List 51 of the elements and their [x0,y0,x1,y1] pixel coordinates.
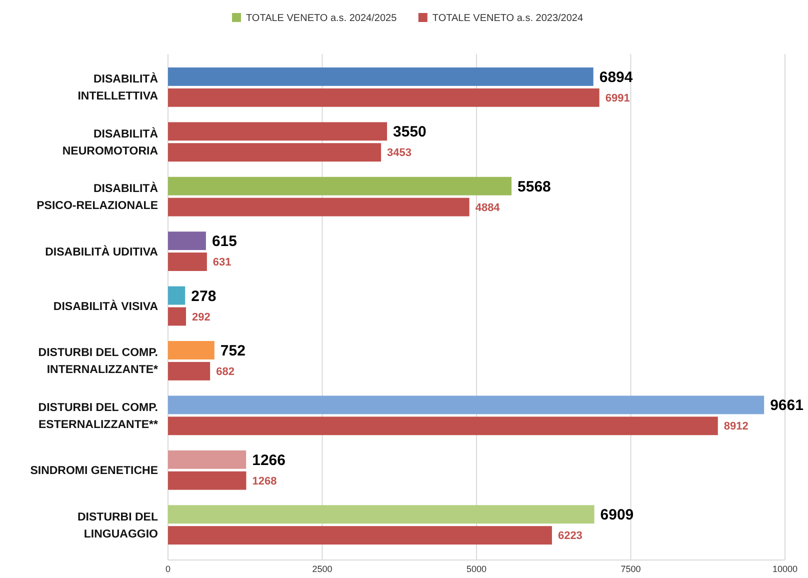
data-label: 292 [192,311,210,324]
data-label: 615 [212,233,237,250]
data-label: 682 [216,366,234,378]
bar [168,450,246,469]
bar [168,88,600,107]
x-tick-label: 0 [165,564,171,574]
data-label: 6223 [558,530,582,542]
data-label: 3453 [387,147,412,160]
data-label: 6991 [605,92,630,104]
data-label: 9661 [770,397,804,414]
bar [168,143,382,162]
data-label: 278 [191,288,216,305]
data-label: 1266 [252,452,286,469]
bar [168,307,186,326]
data-label: 5568 [518,178,551,196]
data-label: 1268 [252,475,277,488]
data-label: 752 [220,342,246,360]
bar [168,526,552,545]
bar [168,176,512,196]
x-tick-label: 2500 [312,564,332,574]
data-label: 6894 [599,68,634,86]
data-label: 631 [212,256,232,269]
y-tick-label: DISABILITÀ PSICO-RELAZIONALE [36,181,158,212]
bar [168,505,594,524]
y-tick-label: DISTURBI DEL LINGUAGGIO [78,511,158,540]
y-tick-label: DISABILITÀ NEUROMOTORIA [62,126,158,158]
x-tick-label: 5000 [466,564,487,574]
y-tick-label: SINDROMI GENETICHE [30,465,158,478]
bar [168,362,210,380]
bar [168,198,470,216]
bar [168,286,186,305]
data-label: 4884 [475,202,501,214]
x-tick-label: 10000 [772,564,798,574]
legend-label: TOTALE VENETO a.s. 2024/2025 [246,13,398,24]
y-tick-label: DISABILITÀ VISIVA [53,299,158,314]
bar [168,232,206,250]
y-tick-label: DISABILITÀ INTELLETTIVA [78,72,158,103]
legend-label: TOTALE VENETO a.s. 2023/2024 [432,13,584,24]
y-tick-label: DISABILITÀ UDITIVA [45,244,158,258]
bar [168,252,207,271]
bar [168,471,246,490]
bar [168,341,214,360]
bar [168,396,764,414]
bar [168,416,718,436]
bar [168,67,594,86]
x-tick-label: 7500 [620,564,641,574]
y-tick-label: DISTURBI DEL COMP. INTERNALIZZANTE* [38,347,159,376]
data-label: 3550 [393,124,426,141]
y-tick-label: DISTURBI DEL COMP. ESTERNALIZZANTE** [38,402,159,431]
data-label: 8912 [724,420,748,433]
data-label: 6909 [600,506,634,524]
